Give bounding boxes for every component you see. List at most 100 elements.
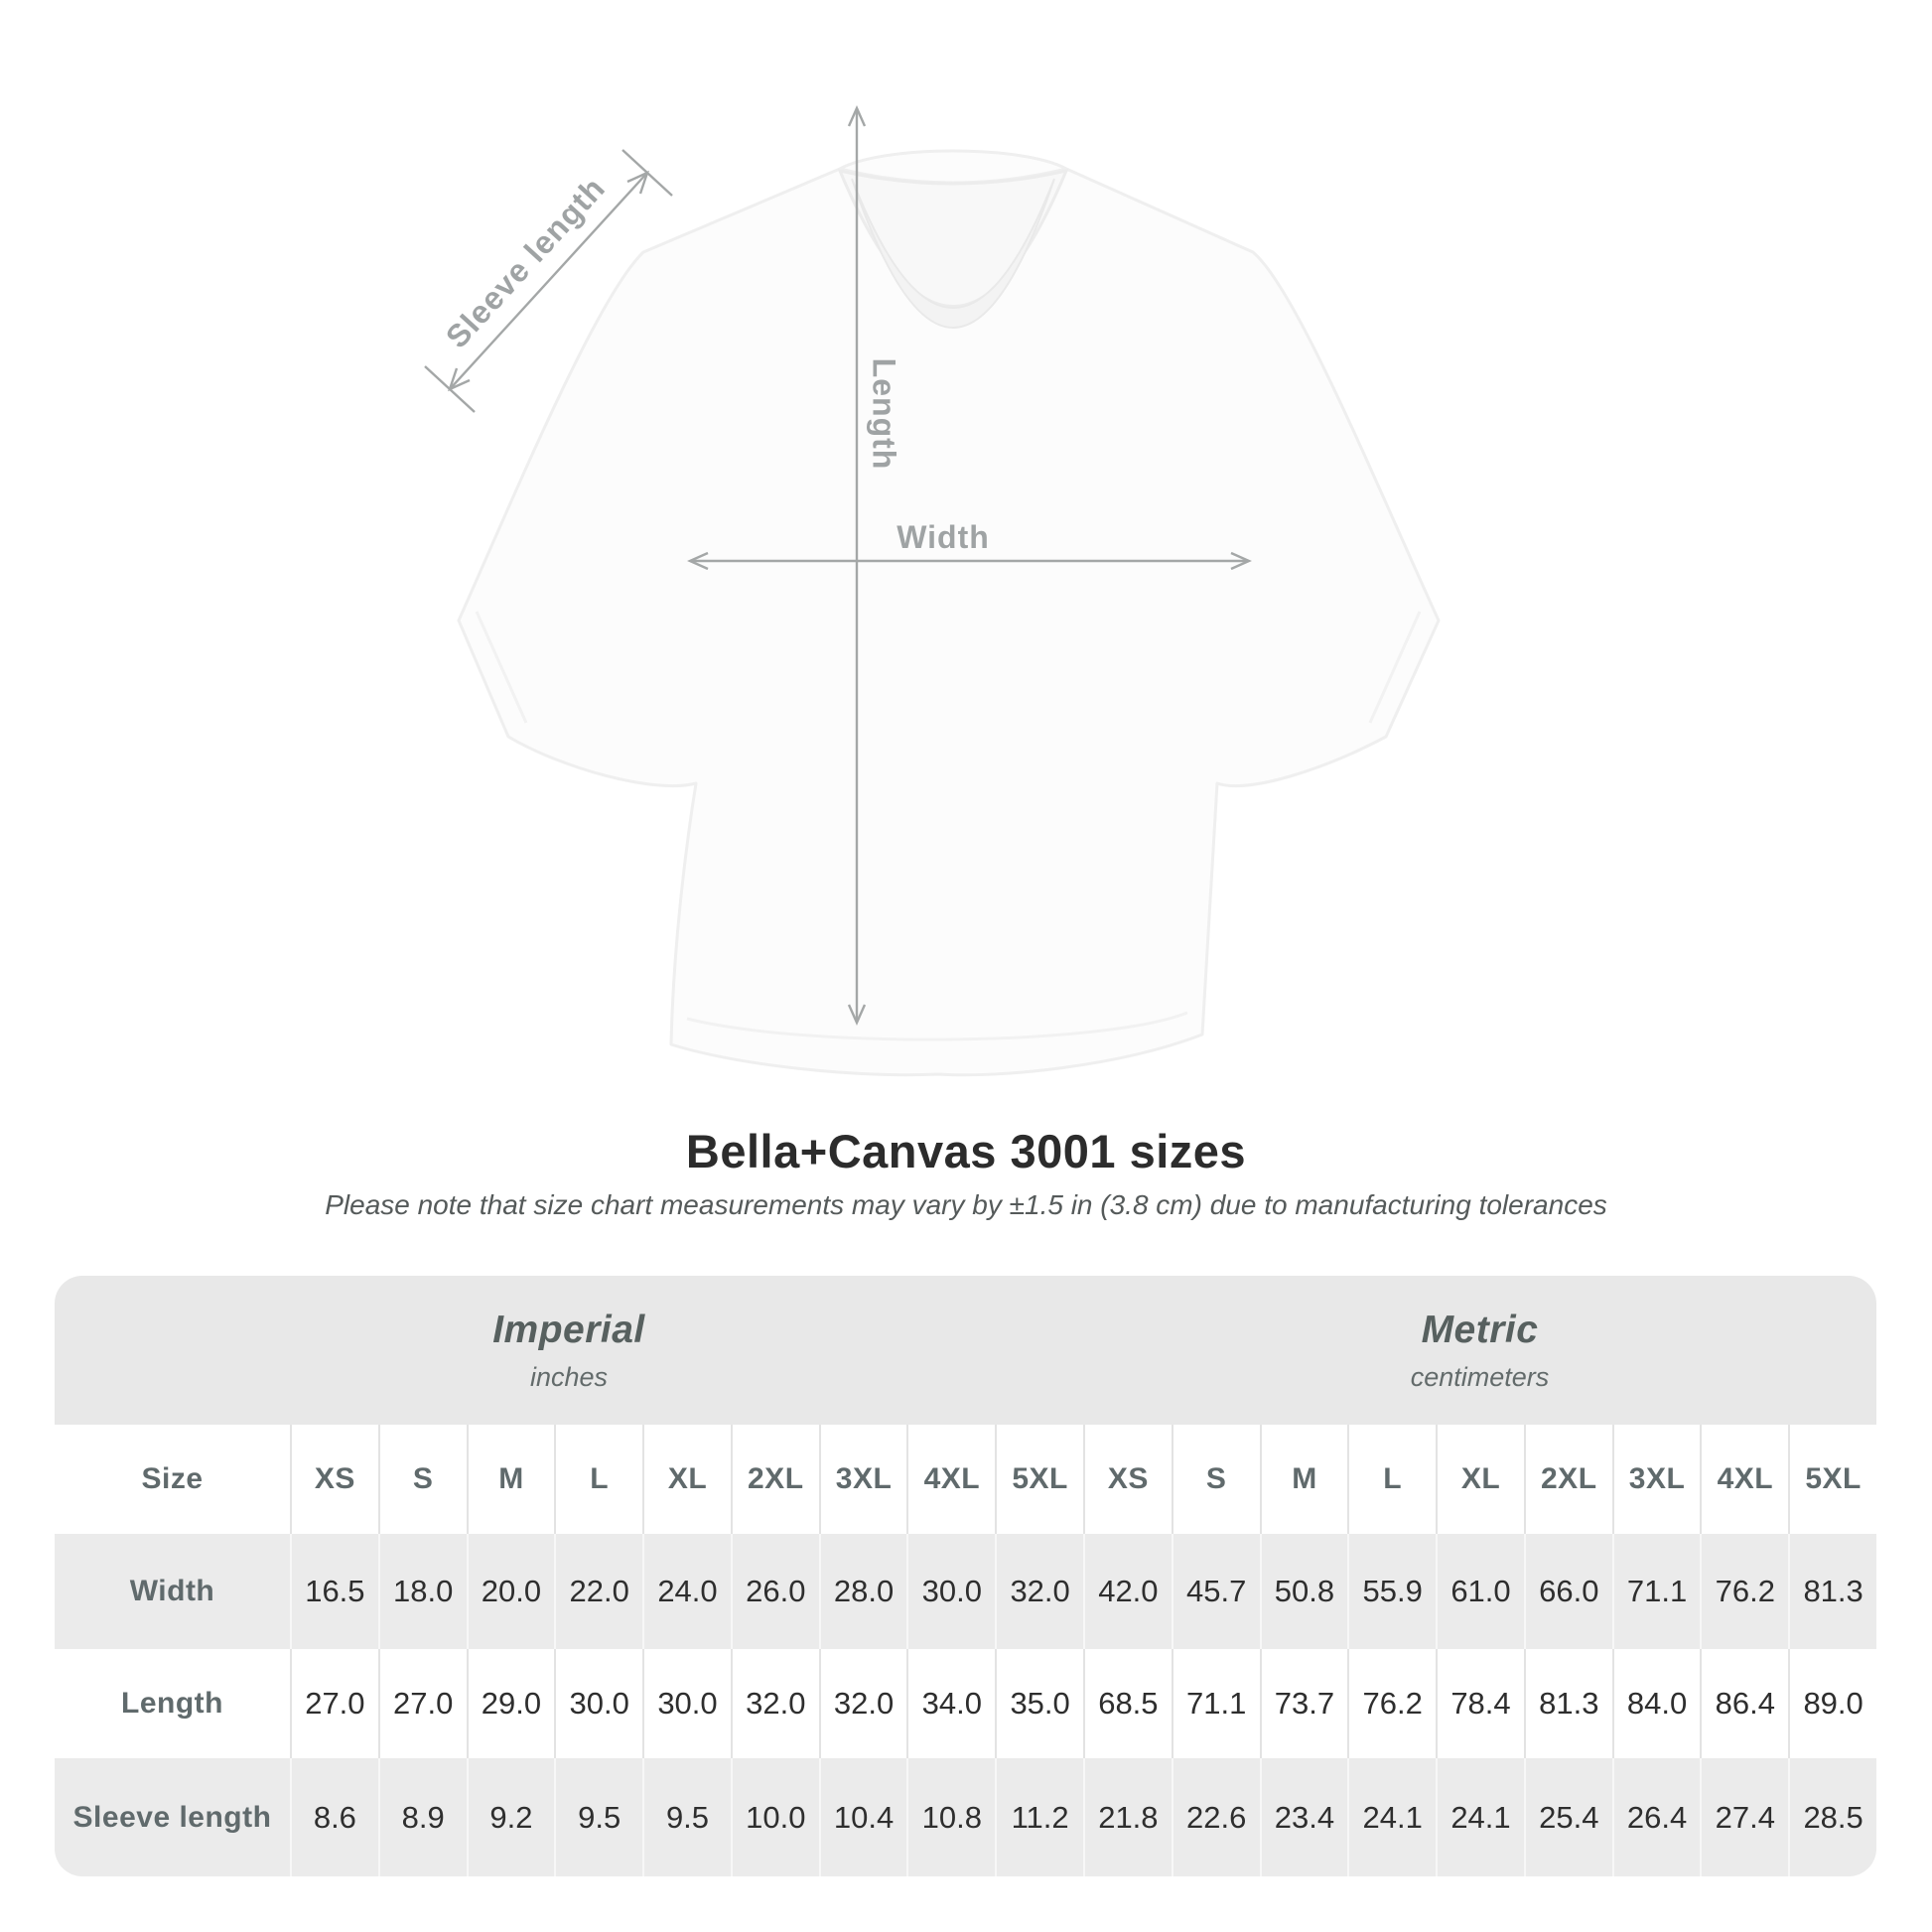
measurement-cell: 35.0 [995, 1649, 1083, 1758]
measurement-cell: 30.0 [554, 1649, 642, 1758]
measurement-cell: 18.0 [377, 1534, 467, 1649]
table-row-width: Width 16.5 18.0 20.0 22.0 24.0 26.0 28.0 30.0 32.… [55, 1534, 1876, 1649]
size-column-header-imperial-xs: XS [290, 1425, 378, 1534]
measurement-cell: 71.1 [1171, 1649, 1260, 1758]
size-column-header-metric-s: S [1171, 1425, 1260, 1534]
size-column-header-metric-3xl: 3XL [1611, 1425, 1701, 1534]
measurement-cell: 22.0 [554, 1534, 642, 1649]
measurement-cell: 34.0 [906, 1649, 995, 1758]
tshirt-graphic [457, 149, 1441, 1077]
measurement-cell: 89.0 [1788, 1649, 1876, 1758]
measurement-cell: 32.0 [995, 1534, 1083, 1649]
measurement-cell: 27.4 [1700, 1758, 1788, 1876]
measurement-cell: 76.2 [1700, 1534, 1788, 1649]
width-arrow [687, 551, 1252, 571]
measurement-cell: 21.8 [1083, 1758, 1172, 1876]
page-subtitle: Please note that size chart measurements… [325, 1189, 1607, 1220]
measurement-cell: 24.0 [642, 1534, 731, 1649]
measurement-cell: 61.0 [1436, 1534, 1524, 1649]
size-table: Imperial inches Metric centimeters Size X… [55, 1276, 1876, 1876]
measurement-cell: 8.9 [377, 1758, 467, 1876]
measurement-cell: 30.0 [642, 1649, 731, 1758]
size-column-header-imperial-m: M [466, 1425, 555, 1534]
measurement-cell: 9.2 [466, 1758, 555, 1876]
unit-group-metric: Metric centimeters [1083, 1276, 1876, 1425]
table-row-sleeve-length: Sleeve length 8.6 8.9 9.2 9.5 9.5 10.0 10.4 10.8… [55, 1758, 1876, 1876]
measurement-cell: 76.2 [1347, 1649, 1436, 1758]
measurement-cell: 22.6 [1171, 1758, 1260, 1876]
measurement-cell: 68.5 [1083, 1649, 1172, 1758]
unit-header-band: Imperial inches Metric centimeters [55, 1276, 1876, 1425]
measurement-cell: 11.2 [995, 1758, 1083, 1876]
size-column-header-imperial-3xl: 3XL [818, 1425, 907, 1534]
measurement-cell: 9.5 [554, 1758, 642, 1876]
measurement-cell: 32.0 [818, 1649, 907, 1758]
measurement-cell: 25.4 [1523, 1758, 1612, 1876]
measurement-cell: 8.6 [290, 1758, 378, 1876]
right-cuff-seam [1368, 611, 1422, 724]
measurement-cell: 28.0 [818, 1534, 907, 1649]
measurement-cell: 10.0 [730, 1758, 819, 1876]
left-cuff-seam [475, 611, 528, 724]
measurement-cell: 50.8 [1259, 1534, 1348, 1649]
table-row-length: Length 27.0 27.0 29.0 30.0 30.0 32.0 32.0 34.0 35… [55, 1649, 1876, 1758]
measurement-cell: 29.0 [466, 1649, 555, 1758]
measurement-cell: 32.0 [730, 1649, 819, 1758]
size-column-header-imperial-xl: XL [642, 1425, 731, 1534]
row-label: Sleeve length [72, 1800, 272, 1834]
size-column-header-imperial-4xl: 4XL [906, 1425, 995, 1534]
size-column-header-metric-xs: XS [1083, 1425, 1172, 1534]
measurement-cell: 20.0 [466, 1534, 555, 1649]
measurement-cell: 10.4 [818, 1758, 907, 1876]
size-column-header-imperial-l: L [554, 1425, 642, 1534]
measurement-cell: 23.4 [1259, 1758, 1348, 1876]
width-label: Width [897, 519, 990, 555]
measurement-cell: 10.8 [906, 1758, 995, 1876]
size-column-header-metric-5xl: 5XL [1788, 1425, 1876, 1534]
size-header-row: Size XS S M L XL 2XL 3XL 4XL 5XL XS S M L XL 2XL 3XL 4XL 5… [55, 1425, 1876, 1534]
measurement-cell: 71.1 [1611, 1534, 1701, 1649]
measurement-cell: 26.0 [730, 1534, 819, 1649]
measurement-cell: 9.5 [642, 1758, 731, 1876]
imperial-unit: inches [529, 1361, 609, 1392]
measurement-cell: 81.3 [1788, 1534, 1876, 1649]
size-column-header-metric-4xl: 4XL [1700, 1425, 1788, 1534]
measurement-cell: 26.4 [1611, 1758, 1701, 1876]
size-header-cell: Size [141, 1462, 204, 1495]
measurement-cell: 81.3 [1523, 1649, 1612, 1758]
hem-seam [686, 1011, 1188, 1041]
imperial-title: Imperial [492, 1308, 645, 1351]
measurement-cell: 73.7 [1259, 1649, 1348, 1758]
size-column-header-metric-xl: XL [1436, 1425, 1524, 1534]
collar-inner-shadow [851, 178, 1055, 329]
tshirt-measurement-diagram: Length Width Sleeve length [424, 105, 1441, 1077]
sleeve-length-arrow [424, 149, 673, 413]
size-column-header-imperial-s: S [377, 1425, 467, 1534]
measurement-cell: 86.4 [1700, 1649, 1788, 1758]
measurement-cell: 45.7 [1171, 1534, 1260, 1649]
row-label: Length [121, 1687, 223, 1720]
measurement-cell: 55.9 [1347, 1534, 1436, 1649]
measurement-cell: 30.0 [906, 1534, 995, 1649]
measurement-cell: 24.1 [1347, 1758, 1436, 1876]
measurement-cell: 28.5 [1788, 1758, 1876, 1876]
measurement-cell: 42.0 [1083, 1534, 1172, 1649]
size-column-header-metric-2xl: 2XL [1523, 1425, 1612, 1534]
size-column-header-imperial-2xl: 2XL [730, 1425, 819, 1534]
row-label: Width [129, 1575, 215, 1607]
measurement-cell: 27.0 [290, 1649, 378, 1758]
length-arrow [847, 105, 867, 1026]
size-column-header-metric-l: L [1347, 1425, 1436, 1534]
measurement-cell: 24.1 [1436, 1758, 1524, 1876]
metric-unit: centimeters [1410, 1361, 1550, 1392]
measurement-cell: 84.0 [1611, 1649, 1701, 1758]
length-label: Length [867, 358, 902, 471]
measurement-cell: 16.5 [290, 1534, 378, 1649]
metric-title: Metric [1421, 1308, 1539, 1351]
page-title: Bella+Canvas 3001 sizes [685, 1125, 1247, 1177]
sleeve-length-label: Sleeve length [439, 170, 612, 354]
size-column-header-imperial-5xl: 5XL [995, 1425, 1083, 1534]
measurement-cell: 27.0 [377, 1649, 467, 1758]
measurement-cell: 66.0 [1523, 1534, 1612, 1649]
